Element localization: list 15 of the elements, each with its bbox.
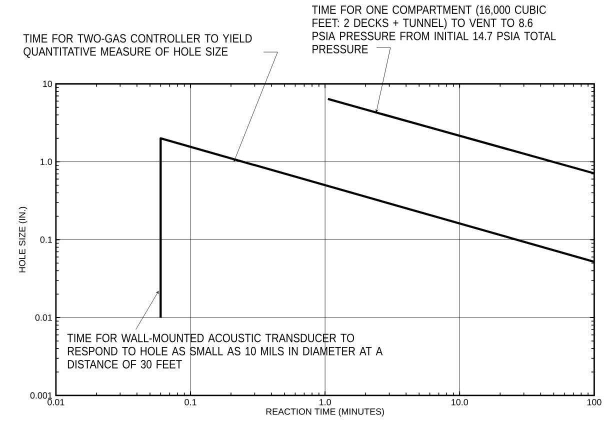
y-tick-label: 1.0 [40, 158, 52, 165]
y-tick-label: 10 [43, 80, 52, 87]
y-tick-label: 0.001 [30, 392, 52, 398]
x-tick-label: 0.01 [48, 398, 64, 406]
y-tick-label: 0.01 [35, 314, 52, 321]
annotation: TIME FOR TWO-GAS CONTROLLER TO YIELD QUANTITATIVE MEASURE OF HOLE SIZE [23, 34, 252, 58]
x-tick-label: 100 [587, 398, 602, 406]
x-tick-label: 10.0 [452, 398, 468, 406]
y-tick-label: 0.1 [40, 236, 52, 243]
x-axis-title: REACTION TIME (MINUTES) [266, 408, 384, 416]
x-tick-label: 0.1 [184, 398, 196, 406]
annotation: TIME FOR WALL-MOUNTED ACOUSTIC TRANSDUCER TO RESPOND TO HOLE AS SMALL AS 10 MILS IN DIAMETER AT A DISTANCE OF 30 FEET [67, 334, 383, 368]
annotation: TIME FOR ONE COMPARTMENT (16,000 CUBIC FEET: 2 DECKS + TUNNEL) TO VENT TO 8.6 PSIA PRESSURE FROM INITIAL 14.7 PSIA TOTAL PRESSURE [312, 4, 556, 54]
y-axis-title: HOLE SIZE (IN.) [18, 206, 28, 272]
x-tick-label: 1.0 [320, 398, 331, 406]
